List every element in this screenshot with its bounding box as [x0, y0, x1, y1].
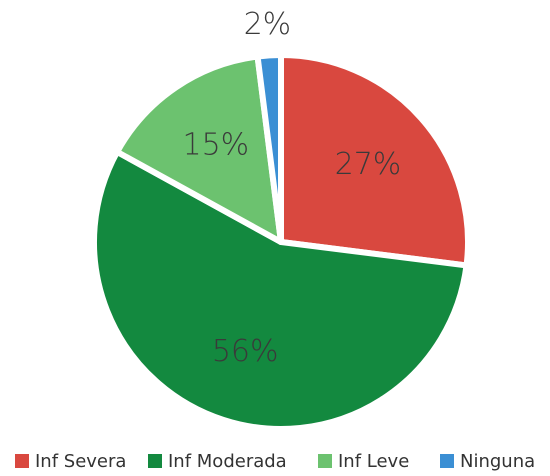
- pie-slice: [254, 52, 284, 245]
- pie-slice: [278, 52, 471, 269]
- data-label: 15%: [182, 128, 249, 163]
- legend-label: Inf Leve: [338, 451, 409, 472]
- data-label: 56%: [212, 334, 279, 369]
- legend-swatch: [15, 454, 29, 468]
- legend-swatch: [318, 454, 332, 468]
- legend-label: Ninguna: [460, 451, 535, 472]
- legend-swatch: [440, 454, 454, 468]
- legend-label: Inf Severa: [35, 451, 126, 472]
- pie-slice: [114, 53, 284, 245]
- legend-label: Inf Moderada: [168, 451, 287, 472]
- pie-slice: [91, 148, 470, 432]
- data-label: 2%: [244, 7, 292, 42]
- data-label: 27%: [335, 147, 402, 182]
- legend-swatch: [148, 454, 162, 468]
